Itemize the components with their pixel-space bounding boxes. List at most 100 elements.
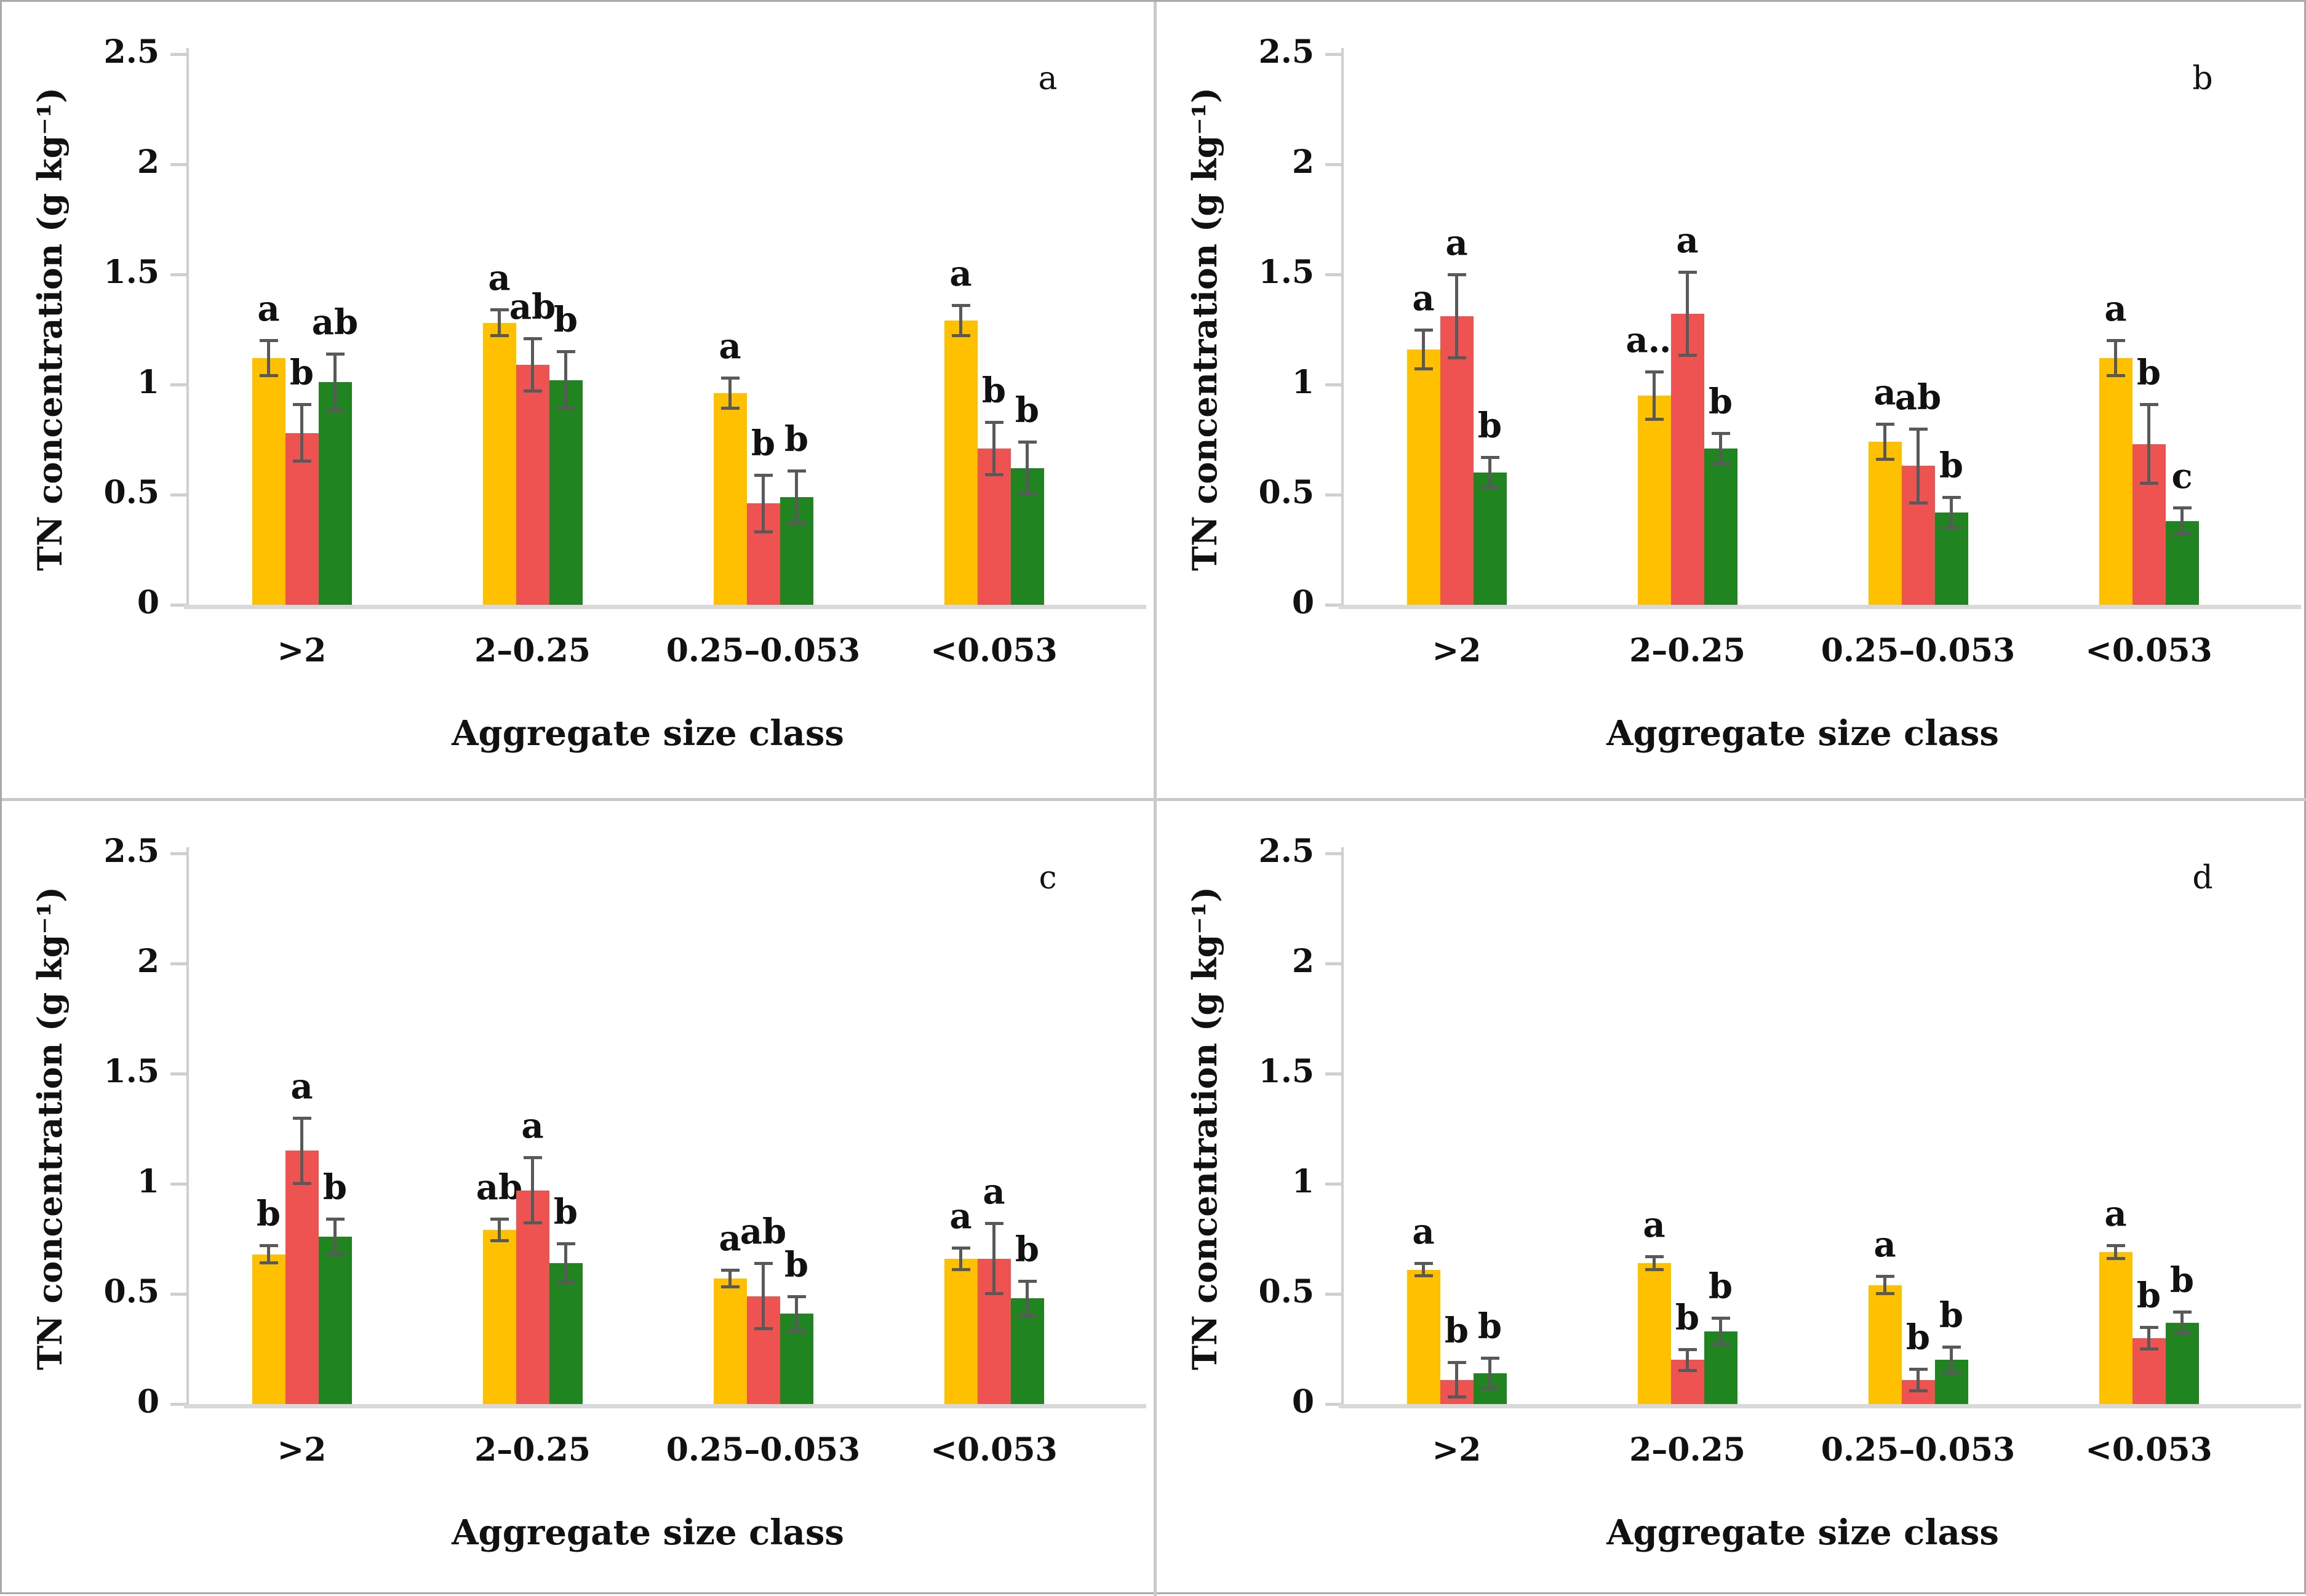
error-bar-cap-bottom	[1645, 418, 1664, 421]
error-bar-cap-bottom	[1018, 1314, 1037, 1317]
error-bar-cap-bottom	[556, 1281, 575, 1285]
error-bar	[531, 1157, 534, 1224]
error-bar-cap-top	[1480, 456, 1499, 460]
error-bar-cap-bottom	[292, 1182, 311, 1185]
y-axis-line	[1341, 48, 1344, 605]
error-bar	[531, 338, 534, 391]
y-axis-tick	[1325, 852, 1341, 855]
panel-divider-horizontal	[2, 798, 2306, 801]
significance-letter: b	[1708, 381, 1733, 422]
y-axis-tick-label: 1	[1291, 364, 1314, 401]
error-bar-cap-bottom	[2139, 482, 2158, 485]
error-bar-cap-top	[1645, 1255, 1664, 1259]
y-axis-tick-label: 2.5	[103, 33, 159, 71]
x-axis-category-label: 0.25–0.053	[666, 632, 861, 669]
bar-red->2	[1440, 316, 1474, 605]
error-bar-cap-top	[490, 1218, 509, 1221]
significance-letter: ab	[740, 1211, 787, 1252]
error-bar	[1883, 424, 1886, 460]
y-axis-tick-label: 2.5	[1258, 832, 1314, 870]
bar-green->2	[318, 1236, 352, 1404]
error-bar-cap-top	[951, 304, 970, 308]
x-axis-title: Aggregate size class	[1606, 1512, 1999, 1553]
significance-letter: ab	[1894, 377, 1942, 418]
y-axis-tick-label: 0	[137, 584, 159, 621]
y-axis-tick	[170, 852, 186, 855]
y-axis-tick	[170, 962, 186, 965]
y-axis-tick	[1325, 1293, 1341, 1296]
significance-letter: a	[949, 1195, 972, 1237]
error-bar-cap-bottom	[754, 530, 773, 533]
error-bar-cap-top	[1447, 1360, 1466, 1364]
error-bar-cap-top	[292, 1116, 311, 1120]
x-axis-category-label: >2	[277, 1431, 327, 1469]
y-axis-tick-label: 1	[137, 1163, 159, 1200]
y-axis-tick-label: 2	[1291, 943, 1314, 980]
error-bar-cap-bottom	[1678, 1369, 1697, 1373]
bar-yellow-0.25–0.053	[713, 393, 747, 605]
significance-letter: a	[1445, 223, 1468, 263]
bar-red-2–0.25	[1670, 314, 1704, 605]
y-axis-tick-label: 1	[1291, 1163, 1314, 1200]
error-bar-cap-bottom	[523, 389, 542, 393]
significance-letter: a	[719, 1218, 741, 1259]
x-axis-category-label: 2–0.25	[474, 1431, 591, 1469]
error-bar-cap-top	[1480, 1356, 1499, 1360]
error-bar	[333, 353, 337, 411]
x-axis-line	[1339, 1404, 2301, 1408]
error-bar-cap-bottom	[1678, 354, 1697, 357]
significance-letter: c	[2171, 456, 2193, 497]
error-bar-cap-bottom	[259, 1261, 278, 1264]
y-axis-tick-label: 2	[137, 943, 159, 980]
error-bar-cap-bottom	[292, 460, 311, 463]
error-bar-cap-bottom	[787, 1329, 806, 1333]
error-bar	[1719, 433, 1722, 464]
y-axis-tick-label: 2	[137, 143, 159, 181]
bar-chart-panel-d: TN concentration (g kg⁻¹) 0 0.5 1 1.5 2 2.5 a b b…	[1157, 801, 2306, 1596]
error-bar	[1917, 1368, 1920, 1391]
error-bar-cap-top	[754, 1261, 773, 1265]
error-bar-cap-bottom	[1414, 1274, 1433, 1278]
bar-yellow-<0.053	[944, 321, 978, 605]
x-axis-category-label: >2	[1432, 1431, 1482, 1469]
x-axis-category-label: <0.053	[930, 1431, 1058, 1469]
error-bar	[1455, 1362, 1458, 1398]
significance-letter: a	[257, 289, 280, 330]
error-bar	[1026, 442, 1029, 495]
y-axis-tick-label: 0.5	[1258, 474, 1314, 511]
error-bar-cap-bottom	[1645, 1267, 1664, 1271]
y-axis-tick-label: 0.5	[103, 1273, 159, 1311]
error-bar-cap-top	[951, 1246, 970, 1250]
error-bar	[1422, 329, 1425, 369]
error-bar-cap-bottom	[754, 1327, 773, 1331]
error-bar	[498, 1219, 501, 1242]
error-bar-cap-top	[984, 1222, 1003, 1226]
error-bar-cap-top	[754, 473, 773, 477]
x-axis-category-label: 0.25–0.053	[1821, 1431, 2016, 1469]
error-bar-cap-bottom	[2139, 1347, 2158, 1351]
error-bar-cap-top	[1875, 423, 1894, 426]
y-axis-tick	[170, 1403, 186, 1406]
error-bar-cap-bottom	[1447, 356, 1466, 360]
bar-green-2–0.25	[1704, 448, 1737, 605]
bar-green-2–0.25	[549, 380, 583, 605]
significance-letter: a	[290, 1066, 313, 1107]
bar-red-2–0.25	[516, 364, 549, 605]
bar-yellow-<0.053	[944, 1258, 978, 1404]
significance-letter: b	[1708, 1266, 1733, 1307]
error-bar-cap-top	[259, 1244, 278, 1248]
error-bar	[1488, 457, 1491, 489]
error-bar-cap-bottom	[523, 1221, 542, 1225]
significance-letter: a	[1873, 372, 1896, 413]
error-bar	[728, 1269, 732, 1288]
y-axis-tick	[170, 493, 186, 497]
y-axis-tick-label: 1.5	[1258, 1053, 1314, 1090]
y-axis-line	[186, 48, 189, 605]
error-bar-cap-top	[1875, 1275, 1894, 1279]
error-bar-cap-top	[1678, 1347, 1697, 1351]
x-axis-category-label: >2	[277, 632, 327, 669]
significance-letter: ab	[311, 301, 359, 343]
y-axis-tick	[1325, 962, 1341, 965]
error-bar-cap-top	[1447, 273, 1466, 276]
bar-yellow->2	[1406, 1269, 1440, 1404]
